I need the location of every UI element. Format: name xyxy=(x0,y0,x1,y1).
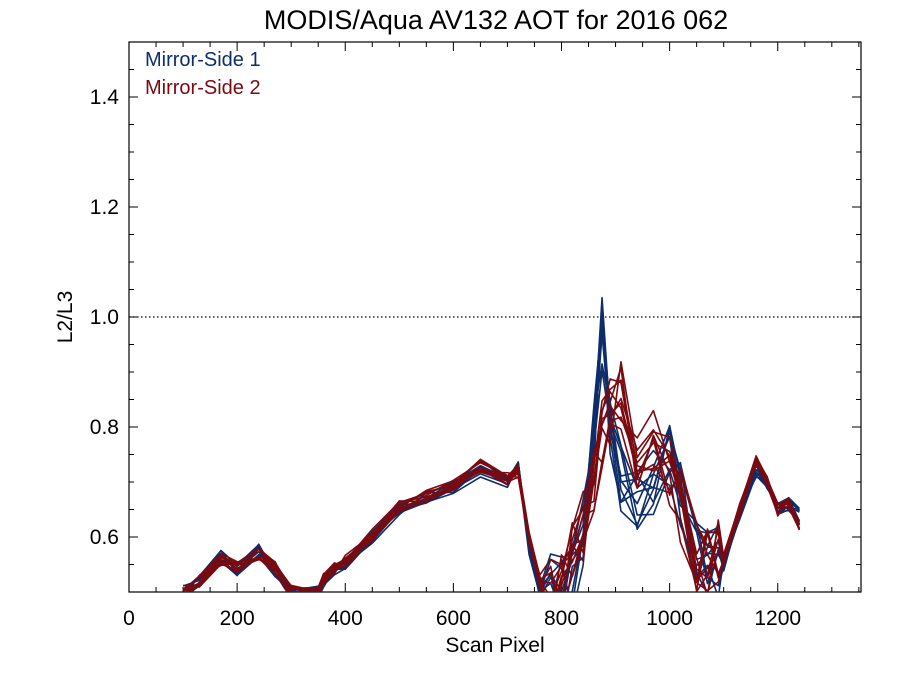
y-tick-label: 0.8 xyxy=(90,416,119,439)
chart-title: MODIS/Aqua AV132 AOT for 2016 062 xyxy=(264,5,728,35)
series-line xyxy=(189,361,801,592)
series-line xyxy=(182,397,801,592)
y-tick-label: 1.2 xyxy=(90,196,119,219)
x-tick-label: 400 xyxy=(328,607,363,630)
x-tick-label: 200 xyxy=(220,607,255,630)
x-tick-labels: 0 200 400 600 800 1000 1200 xyxy=(123,607,801,630)
x-tick-label: 800 xyxy=(544,607,579,630)
plot-frame xyxy=(128,41,862,593)
x-axis-label: Scan Pixel xyxy=(445,634,544,657)
x-tick-label: 1200 xyxy=(754,607,801,630)
x-tick-label: 600 xyxy=(436,607,471,630)
series-2 xyxy=(182,361,801,592)
series-line xyxy=(182,422,801,592)
y-tick-label: 1.4 xyxy=(90,86,120,109)
series-1 xyxy=(182,296,801,592)
series-line xyxy=(182,315,800,592)
legend-mirror-side-1: Mirror-Side 1 xyxy=(145,49,261,71)
series-lines xyxy=(182,296,801,592)
y-axis-label: L2/L3 xyxy=(54,291,77,344)
x-tick-label: 0 xyxy=(123,607,135,630)
series-line xyxy=(187,333,800,592)
x-tick-label: 1000 xyxy=(646,607,693,630)
y-tick-label: 1.0 xyxy=(90,306,119,329)
legend-mirror-side-2: Mirror-Side 2 xyxy=(145,77,261,99)
y-tick-label: 0.6 xyxy=(90,526,119,549)
axis-ticks xyxy=(128,41,861,593)
y-tick-labels: 0.6 0.8 1.0 1.2 1.4 xyxy=(90,86,120,549)
